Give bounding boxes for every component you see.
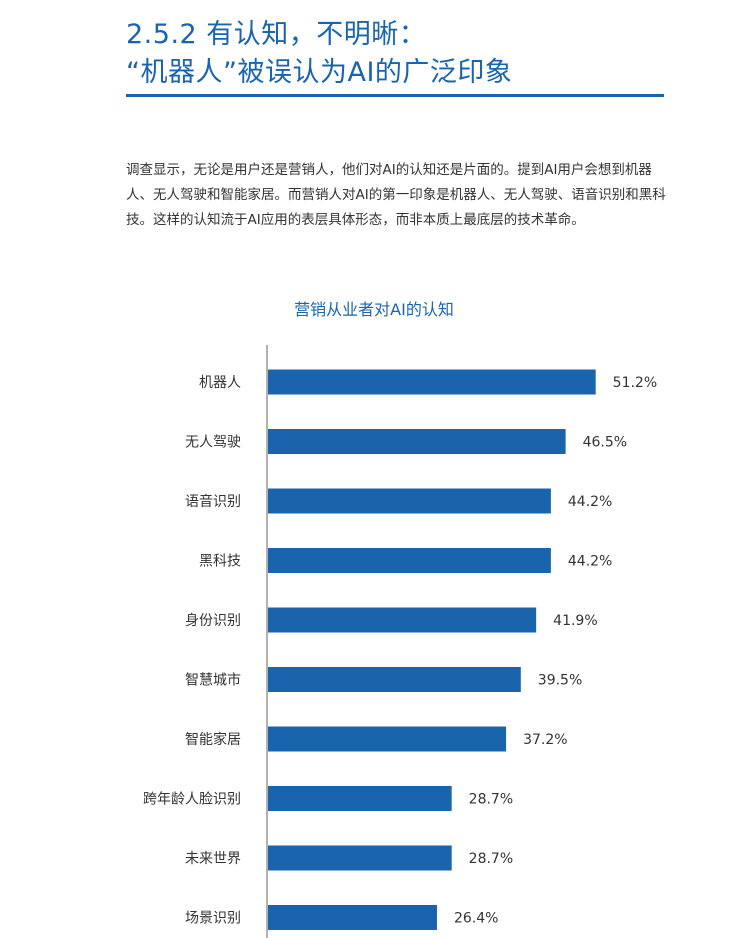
intro-paragraph: 调查显示，无论是用户还是营销人，他们对AI的认知还是片面的。提到AI用户会想到机… xyxy=(126,161,666,228)
value-label: 41.9% xyxy=(553,613,597,629)
value-label: 44.2% xyxy=(568,494,612,510)
value-label: 28.7% xyxy=(469,851,513,867)
category-label: 跨年龄人脸识别 xyxy=(143,792,241,808)
chart-title: 营销从业者对AI的认知 xyxy=(294,300,454,319)
section-heading: 2.5.2 有认知，不明晰： “机器人”被误认为AI的广泛印象 xyxy=(126,16,666,92)
bar xyxy=(268,548,551,573)
category-label: 场景识别 xyxy=(185,911,241,927)
category-label: 语音识别 xyxy=(185,493,241,510)
category-label: 智能家居 xyxy=(185,731,241,748)
category-label: 身份识别 xyxy=(185,613,241,629)
category-label: 智慧城市 xyxy=(185,672,241,689)
bar xyxy=(268,726,507,752)
value-label: 51.2% xyxy=(613,375,657,391)
value-label: 46.5% xyxy=(583,435,627,451)
bar xyxy=(268,429,566,454)
value-label: 44.2% xyxy=(568,554,612,570)
section-heading-line1: 2.5.2 有认知，不明晰： xyxy=(126,19,427,50)
value-label: 28.7% xyxy=(469,792,513,808)
category-label: 黑科技 xyxy=(199,554,241,570)
bar xyxy=(268,488,551,514)
bar xyxy=(268,607,537,633)
bar xyxy=(268,905,437,930)
bar xyxy=(268,845,452,871)
category-label: 无人驾驶 xyxy=(185,435,241,451)
bar xyxy=(268,369,596,395)
value-label: 39.5% xyxy=(538,673,582,689)
section-heading-line2: “机器人”被误认为AI的广泛印象 xyxy=(126,57,513,88)
heading-underline xyxy=(126,94,664,97)
value-label: 26.4% xyxy=(454,911,498,927)
value-label: 37.2% xyxy=(523,732,567,748)
bar xyxy=(268,667,521,692)
bar xyxy=(268,786,452,811)
category-label: 未来世界 xyxy=(185,851,241,867)
category-label: 机器人 xyxy=(199,375,241,391)
